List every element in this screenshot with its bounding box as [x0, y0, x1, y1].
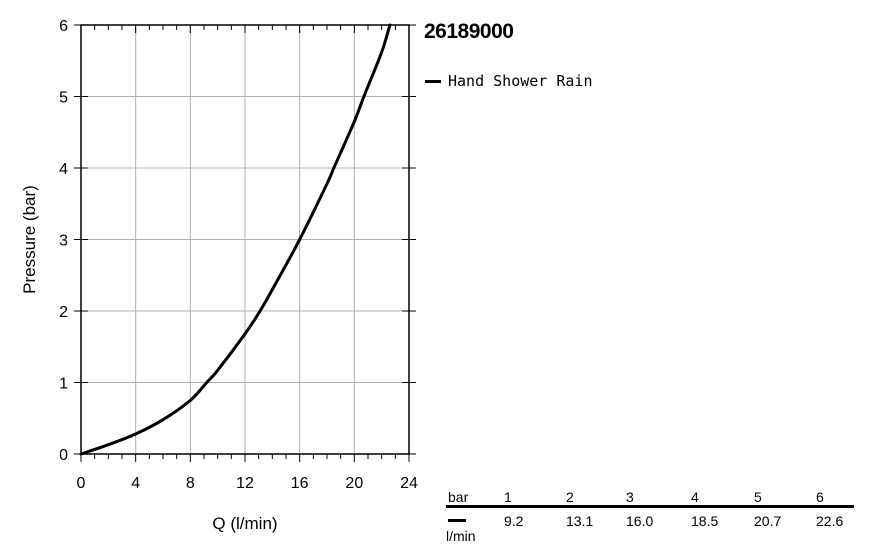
table-row-line-swatch [448, 519, 466, 522]
y-axis-tick-labels: 0 1 2 3 4 5 6 [59, 18, 68, 464]
y-tick-label: 6 [59, 18, 68, 35]
x-tick-label: 12 [236, 475, 254, 492]
table-pressure-cell: 2 [566, 489, 574, 505]
y-tick-label: 4 [59, 161, 68, 178]
table-header-unit: bar [448, 489, 469, 505]
table-pressure-cell: 3 [626, 489, 634, 505]
y-axis-title: Pressure (bar) [20, 185, 39, 294]
x-tick-label: 8 [186, 475, 195, 492]
chart-title: 26189000 [424, 20, 514, 43]
x-axis-title: Q (l/min) [212, 514, 277, 533]
series-line-hand-shower-rain [79, 23, 392, 456]
flow-rate-table: bar 1 2 3 4 5 6 l/min 9.2 13.1 16.0 18.5… [446, 489, 854, 549]
table-pressure-cell: 5 [754, 489, 762, 505]
y-tick-label: 1 [59, 376, 68, 393]
x-tick-label: 20 [345, 475, 363, 492]
table-flow-cell: 9.2 [504, 513, 524, 529]
x-tick-label: 16 [291, 475, 309, 492]
x-axis-tick-labels: 0 4 8 12 16 20 24 [77, 475, 418, 492]
table-pressure-cell: 4 [691, 489, 699, 505]
y-tick-label: 5 [59, 90, 68, 107]
table-row-unit: l/min [446, 528, 476, 544]
table-flow-cell: 22.6 [816, 513, 844, 529]
table-divider [446, 505, 854, 508]
chart-legend: Hand Shower Rain [425, 72, 593, 90]
table-flow-cell: 16.0 [626, 513, 654, 529]
table-pressure-cell: 6 [816, 489, 824, 505]
x-tick-label: 4 [131, 475, 140, 492]
chart-grid [80, 24, 410, 455]
table-flow-cell: 18.5 [691, 513, 719, 529]
table-pressure-cell: 1 [504, 489, 512, 505]
legend-line-swatch [425, 79, 441, 83]
y-tick-label: 2 [59, 304, 68, 321]
x-tick-label: 24 [400, 475, 418, 492]
table-flow-cell: 20.7 [754, 513, 782, 529]
y-tick-label: 3 [59, 233, 68, 250]
plot-frame [80, 24, 410, 455]
y-tick-label: 0 [59, 447, 68, 464]
legend-label: Hand Shower Rain [448, 72, 593, 90]
x-tick-label: 0 [77, 475, 86, 492]
table-flow-cell: 13.1 [566, 513, 594, 529]
